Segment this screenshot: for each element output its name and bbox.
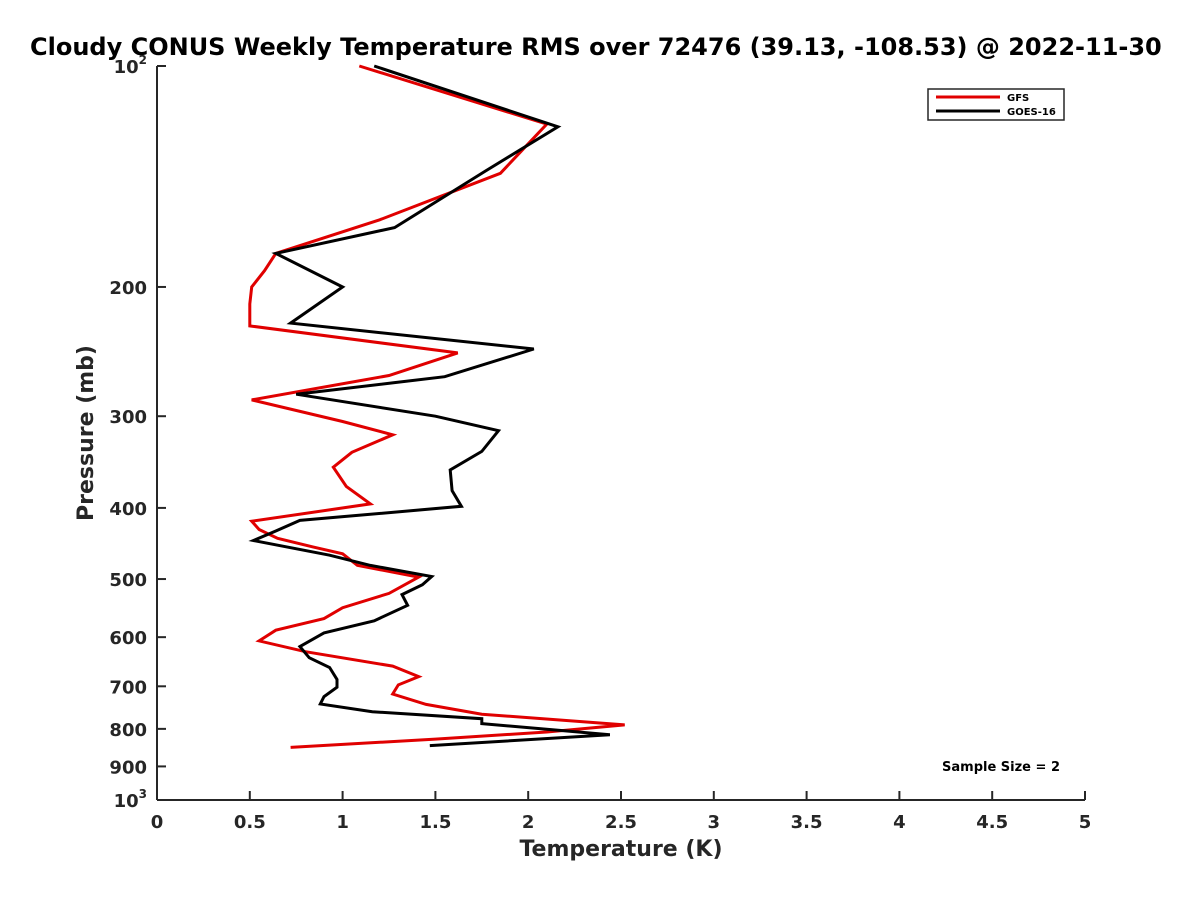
sample-size-annotation: Sample Size = 2 [942,760,1060,775]
y-tick-label: 103 [114,787,147,812]
x-tick-label: 4.5 [976,812,1008,833]
legend-label: GOES-16 [1007,107,1056,118]
x-tick-label: 3.5 [791,812,823,833]
x-tick-label: 1.5 [419,812,451,833]
y-axis-label: Pressure (mb) [74,345,99,521]
x-tick-label: 3 [708,812,721,833]
y-tick-label: 102 [114,53,147,78]
x-axis-label: Temperature (K) [519,837,722,862]
legend: GFS GOES-16 [927,88,1065,121]
legend-box [927,88,1065,121]
y-tick-label: 800 [109,720,147,741]
y-tick-label: 700 [109,677,147,698]
y-tick-base: 10 [114,57,139,78]
y-tick-label: 400 [109,499,147,520]
x-tick-label: 5 [1079,812,1092,833]
x-tick-label: 0 [151,812,164,833]
y-tick-label: 900 [109,757,147,778]
y-tick-exponent: 3 [139,787,147,801]
x-tick-label: 2.5 [605,812,637,833]
chart-title: Cloudy CONUS Weekly Temperature RMS over… [30,33,1162,61]
series-group [248,64,625,749]
axes-group: 0 0.5 1 1.5 2 2.5 3 3.5 4 4.5 51022003004005006007… [109,53,1091,833]
x-tick-label: 2 [522,812,535,833]
y-tick-label: 500 [109,570,147,591]
y-tick-base: 10 [114,791,139,812]
series-line-goes-16 [248,64,611,748]
y-tick-label: 200 [109,278,147,299]
legend-label: GFS [1007,93,1029,104]
x-tick-label: 1 [336,812,349,833]
y-tick-exponent: 2 [139,53,147,67]
y-tick-label: 300 [109,407,147,428]
series-line-gfs [248,64,625,749]
x-tick-label: 0.5 [234,812,266,833]
y-tick-label: 600 [109,628,147,649]
x-tick-label: 4 [893,812,906,833]
